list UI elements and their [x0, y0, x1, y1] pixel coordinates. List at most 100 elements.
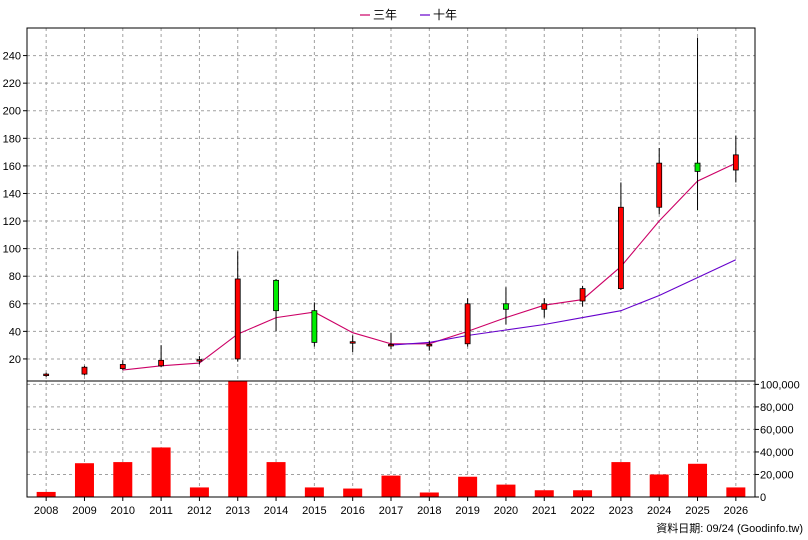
candle-body	[579, 288, 586, 302]
volume-tick-label: 20,000	[760, 469, 794, 481]
x-tick-label: 2012	[187, 505, 211, 517]
candle-body	[617, 206, 624, 290]
volume-bar	[458, 476, 478, 497]
candle	[158, 345, 165, 368]
price-tick-label: 120	[3, 216, 21, 228]
candle	[694, 37, 701, 211]
candle-body	[464, 303, 471, 345]
volume-tick-label: 100,000	[760, 379, 800, 391]
volume-bar	[381, 475, 401, 497]
price-tick-label: 80	[9, 271, 21, 283]
volume-bar	[74, 463, 94, 497]
x-tick-label: 2026	[724, 505, 748, 517]
volume-tick-label: 40,000	[760, 447, 794, 459]
candle	[273, 278, 279, 332]
legend-item: 三年	[360, 8, 397, 22]
volume-bar	[649, 474, 669, 497]
volume-bar	[726, 487, 746, 497]
candle-body	[694, 162, 701, 172]
candle	[388, 332, 394, 350]
candle	[503, 287, 509, 325]
price-tick-label: 20	[9, 354, 21, 366]
x-tick-label: 2021	[532, 505, 556, 517]
x-axis: 2008 2009 2010 2011 2012 2013 2014 2015 2016 2017…	[34, 497, 748, 517]
x-tick-label: 2025	[685, 505, 709, 517]
candle	[541, 298, 548, 318]
price-panel: 20 40 60 80 100 120 140 160 180 200 220 240	[3, 27, 756, 382]
volume-bar	[189, 487, 209, 497]
volume-bar	[113, 462, 133, 497]
x-tick-label: 2015	[302, 505, 326, 517]
candle	[234, 251, 241, 362]
candle-body	[234, 278, 241, 360]
x-tick-label: 2014	[264, 505, 288, 517]
legend: 三年 十年	[360, 8, 457, 22]
candle-body	[388, 344, 394, 347]
price-tick-label: 160	[3, 161, 21, 173]
volume-bar	[688, 463, 708, 497]
legend-item: 十年	[420, 8, 457, 22]
volume-bar	[151, 447, 171, 497]
volume-bar	[534, 490, 554, 497]
x-tick-label: 2013	[225, 505, 249, 517]
candle	[119, 360, 126, 370]
x-tick-label: 2019	[455, 505, 479, 517]
volume-bar	[304, 487, 324, 497]
price-tick-label: 240	[3, 51, 21, 63]
x-tick-label: 2009	[72, 505, 96, 517]
price-tick-label: 60	[9, 299, 21, 311]
price-tick-label: 140	[3, 188, 21, 200]
ma10-line	[390, 259, 737, 346]
volume-bar	[36, 491, 56, 497]
volume-bar	[266, 462, 286, 497]
volume-bar	[496, 484, 516, 497]
volume-panel: 0 20,000 40,000 60,000 80,000 100,000	[26, 379, 800, 504]
candle-body	[81, 366, 88, 375]
volume-bar	[419, 492, 439, 497]
legend-label: 十年	[433, 8, 457, 22]
x-tick-label: 2011	[149, 505, 173, 517]
x-tick-label: 2017	[379, 505, 403, 517]
candle	[732, 135, 739, 183]
candle-body	[158, 359, 165, 367]
candle-body	[273, 279, 279, 312]
candle	[311, 302, 318, 347]
x-tick-label: 2008	[34, 505, 58, 517]
candle	[579, 285, 586, 307]
x-tick-label: 2023	[609, 505, 633, 517]
candle-body	[43, 373, 50, 377]
candle	[464, 298, 471, 347]
candle	[656, 147, 663, 215]
candle	[81, 365, 88, 376]
price-tick-label: 100	[3, 244, 21, 256]
x-tick-label: 2018	[417, 505, 441, 517]
volume-bar	[573, 490, 593, 497]
candle	[349, 335, 356, 353]
candle-body	[119, 364, 126, 369]
candle	[196, 356, 203, 365]
legend-label: 三年	[373, 8, 397, 22]
candle-body	[349, 341, 356, 344]
x-tick-label: 2024	[647, 505, 671, 517]
candle-body	[656, 162, 663, 208]
volume-bar	[611, 462, 631, 497]
candle-body	[426, 344, 433, 347]
volume-tick-label: 0	[760, 492, 766, 504]
volume-tick-label: 60,000	[760, 424, 794, 436]
volume-tick-label: 80,000	[760, 402, 794, 414]
x-tick-label: 2010	[111, 505, 135, 517]
price-tick-label: 200	[3, 106, 21, 118]
volume-bar	[343, 488, 363, 497]
candle-body	[311, 310, 318, 343]
candle	[43, 372, 50, 377]
x-tick-label: 2022	[570, 505, 594, 517]
price-tick-label: 180	[3, 133, 21, 145]
x-tick-label: 2016	[340, 505, 364, 517]
candle-body	[732, 154, 739, 171]
price-tick-label: 220	[3, 78, 21, 90]
candle	[617, 182, 624, 290]
candle-body	[196, 359, 203, 362]
candle-body	[503, 303, 509, 310]
